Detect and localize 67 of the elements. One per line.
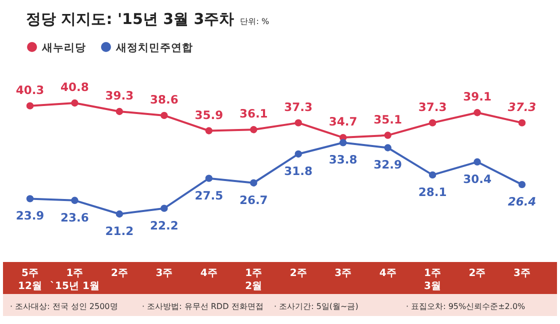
point: [474, 109, 481, 116]
text: · 표집오차: 95%신뢰수준±2.0%: [406, 302, 526, 311]
text: · 조사대상: 전국 성인 2500명: [10, 302, 118, 311]
legend-label: 새누리당: [41, 42, 86, 54]
point: [518, 119, 526, 126]
text: · 조사기간: 5일(월~금): [274, 302, 358, 311]
point: [160, 204, 168, 212]
point: [205, 127, 213, 134]
point: [160, 112, 168, 120]
text: · 조사방법: 유무선 RDD 전화면접: [142, 302, 264, 311]
x-tick-label: 3주: [514, 268, 530, 279]
data-label: 26.7: [239, 192, 268, 207]
data-label: 40.3: [16, 82, 44, 97]
data-label: 27.5: [194, 188, 224, 202]
data-label: 34.7: [328, 114, 358, 129]
x-tick-label: 1주 3월: [424, 268, 442, 292]
point: [294, 150, 302, 158]
point: [518, 180, 526, 188]
data-label: 37.3: [418, 100, 447, 114]
data-label: 40.8: [60, 80, 89, 94]
data-label: 35.9: [194, 108, 224, 122]
chart-title: 정당 지지도: '15년 3월 3주차: [26, 10, 234, 28]
data-label: 28.1: [418, 184, 447, 199]
x-tick-label: 5주 12월: [18, 268, 42, 292]
point: [428, 119, 436, 126]
data-label: 35.1: [374, 112, 402, 126]
point: [339, 139, 347, 146]
point: [250, 126, 258, 134]
point: [116, 210, 124, 218]
data-label: 39.1: [463, 90, 492, 104]
point: [26, 102, 34, 110]
x-tick-label: 1주 `15년 1월: [50, 268, 100, 292]
x-tick-label: 1주 2월: [245, 268, 262, 292]
chart-subtitle: 단위: %: [240, 17, 270, 26]
point: [250, 179, 258, 186]
data-label: 30.4: [463, 172, 492, 186]
point: [384, 144, 392, 152]
point: [474, 158, 481, 166]
x-tick-label: 2주: [468, 268, 486, 279]
data-label: 37.3: [508, 100, 536, 114]
point: [428, 171, 436, 179]
data-label: 31.8: [284, 164, 313, 178]
point: [116, 108, 124, 116]
data-label: 23.9: [16, 208, 44, 223]
data-label: 26.4: [508, 194, 536, 209]
legend-label: 새정치민주연합: [115, 42, 193, 54]
x-tick-label: 3주: [156, 268, 173, 279]
point: [384, 132, 392, 139]
point: [71, 99, 78, 107]
data-label: 22.2: [150, 218, 178, 232]
data-label: 36.1: [239, 106, 268, 121]
data-label: 23.6: [60, 210, 89, 224]
x-tick-label: 3주: [334, 268, 352, 279]
x-tick-label: 2주: [290, 268, 307, 279]
data-label: 37.3: [284, 100, 313, 114]
data-label: 38.6: [150, 92, 178, 106]
point: [205, 174, 213, 182]
data-label: 21.2: [105, 224, 134, 238]
x-tick-label: 4주: [379, 268, 396, 279]
data-label: 39.3: [105, 88, 134, 102]
data-label: 32.9: [374, 158, 402, 172]
x-tick-label: 2주: [110, 268, 128, 279]
point: [71, 196, 78, 204]
point: [26, 195, 34, 202]
data-label: 33.8: [328, 152, 358, 167]
point: [294, 119, 302, 126]
x-tick-label: 4주: [200, 268, 218, 279]
